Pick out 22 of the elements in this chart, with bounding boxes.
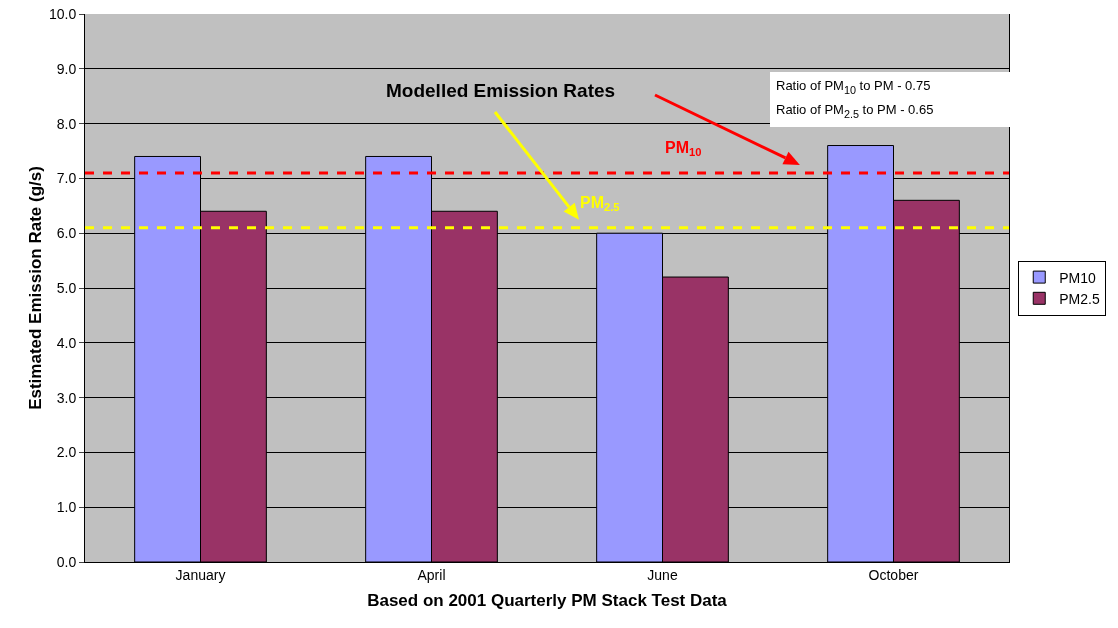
legend-label: PM2.5 — [1059, 290, 1100, 307]
y-tick-label: 2.0 — [56, 444, 77, 461]
x-tick-label: January — [175, 566, 226, 583]
y-tick-label: 1.0 — [56, 499, 77, 516]
x-tick-label: June — [647, 566, 678, 583]
y-tick-label: 0.0 — [56, 553, 77, 570]
y-tick-label: 10.0 — [48, 5, 77, 22]
y-tick-label: 5.0 — [56, 279, 77, 296]
y-tick-label: 7.0 — [56, 170, 77, 187]
x-tick-label: October — [868, 566, 919, 583]
y-tick-label: 4.0 — [56, 334, 77, 351]
y-tick-label: 9.0 — [56, 60, 77, 77]
y-tick-label: 6.0 — [56, 225, 77, 242]
y-tick-label: 3.0 — [56, 389, 77, 406]
legend-label: PM10 — [1059, 269, 1097, 286]
y-tick-label: 8.0 — [56, 115, 77, 132]
annotation: Modelled Emission Rates — [386, 80, 616, 101]
y-axis-title: Estimated Emission Rate (g/s) — [26, 166, 45, 410]
legend-label: PM$_{2.5}$ — [580, 194, 620, 214]
ref-line-label: PM$_{10}$ — [665, 139, 702, 159]
x-tick-label: April — [417, 566, 446, 583]
x-axis-title: Based on 2001 Quarterly PM Stack Test Data — [367, 591, 728, 611]
